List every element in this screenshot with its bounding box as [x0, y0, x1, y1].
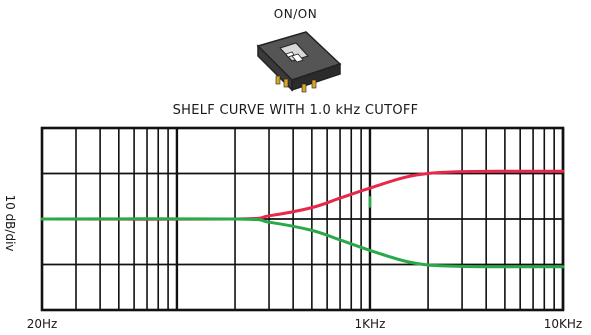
chart-title: SHELF CURVE WITH 1.0 kHz CUTOFF: [172, 103, 419, 118]
y-axis-label: 10 dB/div: [3, 194, 17, 252]
x-tick-label: 20Hz: [26, 317, 58, 331]
x-tick-label: 10KHz: [543, 317, 583, 331]
x-tick-label: 1KHz: [354, 317, 386, 331]
series-line-1: [40, 217, 565, 269]
switch-state-label: ON/ON: [273, 7, 318, 21]
dip-switch-icon: [256, 31, 342, 93]
series-line-0: [40, 169, 565, 221]
